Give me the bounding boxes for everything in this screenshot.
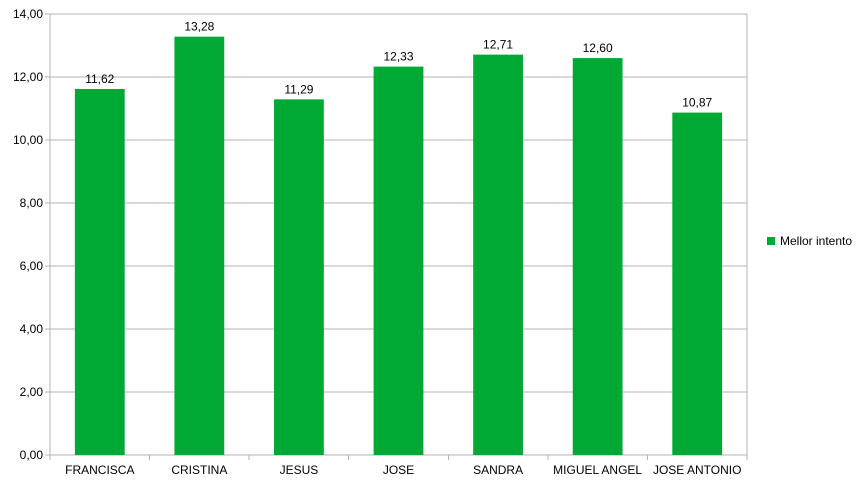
y-tick-label: 0,00 xyxy=(20,448,44,462)
data-label: 12,33 xyxy=(383,50,413,64)
x-tick-label: CRISTINA xyxy=(171,463,227,477)
x-tick-label: JESUS xyxy=(280,463,319,477)
x-tick-label: MIGUEL ANGEL xyxy=(553,463,642,477)
y-tick-label: 14,00 xyxy=(13,7,43,21)
bar xyxy=(174,36,225,456)
data-label: 11,62 xyxy=(85,72,114,86)
bar xyxy=(672,112,723,455)
data-label: 12,60 xyxy=(583,41,613,55)
bar xyxy=(373,66,424,455)
bar xyxy=(274,99,324,456)
y-tick-label: 12,00 xyxy=(13,70,43,84)
legend-swatch xyxy=(767,237,775,245)
data-label: 13,28 xyxy=(184,20,214,34)
y-tick-label: 6,00 xyxy=(20,259,44,273)
y-tick-label: 4,00 xyxy=(20,322,44,336)
bar xyxy=(473,54,523,455)
legend-label: Mellor intento xyxy=(780,234,853,248)
x-tick-label: JOSE ANTONIO xyxy=(653,463,741,477)
data-label: 10,87 xyxy=(682,96,712,110)
bar xyxy=(74,88,125,455)
y-tick-label: 8,00 xyxy=(20,196,44,210)
x-tick-label: SANDRA xyxy=(473,463,523,477)
data-label: 12,71 xyxy=(483,38,513,52)
bar xyxy=(572,58,623,455)
legend: Mellor intento xyxy=(767,234,852,248)
y-tick-label: 2,00 xyxy=(20,385,44,399)
x-tick-label: JOSE xyxy=(383,463,414,477)
data-label: 11,29 xyxy=(284,82,313,96)
x-tick-label: FRANCISCA xyxy=(65,463,134,477)
y-tick-label: 10,00 xyxy=(13,133,43,147)
